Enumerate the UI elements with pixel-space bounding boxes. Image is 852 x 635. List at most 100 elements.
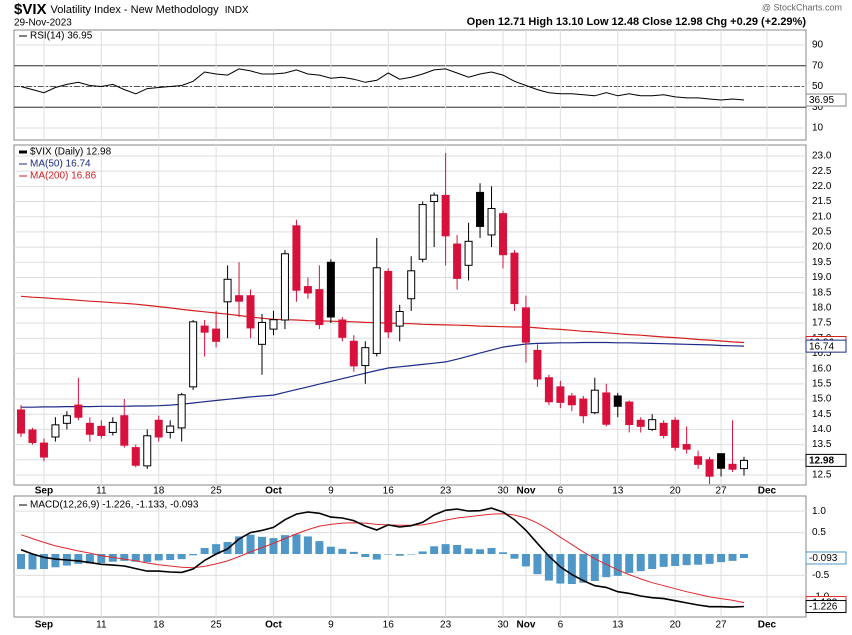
histogram-bar	[200, 548, 209, 554]
candle-body	[384, 270, 393, 333]
x-tick-label: Sep	[35, 486, 53, 497]
histogram-bar	[625, 554, 634, 573]
value-label: -0.093	[809, 553, 838, 564]
histogram-bar	[166, 554, 175, 560]
legend-entry: MA(200) 16.86	[30, 171, 97, 182]
candle-body	[258, 321, 266, 345]
x-tick-label: Nov	[516, 486, 535, 497]
x-tick-label: 16	[383, 620, 395, 631]
y-tick-label: -0.5	[812, 570, 830, 581]
candle-body	[705, 459, 714, 477]
candle-body	[246, 295, 255, 329]
y-tick-label: 15.5	[812, 378, 832, 389]
legend-entry: MA(50) 16.74	[30, 159, 91, 170]
grid	[14, 30, 806, 617]
y-tick-label: 13.5	[812, 439, 832, 450]
histogram-bar	[177, 554, 186, 560]
histogram-bar	[648, 554, 657, 569]
histogram-bar	[338, 548, 347, 554]
candle-body	[567, 395, 576, 406]
histogram-bar	[487, 548, 496, 554]
y-tick-label: 30	[812, 102, 824, 113]
source: @ StockCharts.com	[762, 2, 842, 12]
histogram-bar	[292, 534, 301, 554]
macd-line	[20, 507, 745, 608]
x-tick-label: 18	[153, 486, 165, 497]
candle-body	[166, 425, 175, 433]
candle-body	[177, 394, 186, 429]
x-tick-label: 25	[211, 486, 223, 497]
histogram-bar	[441, 544, 450, 554]
candle-body	[407, 270, 416, 300]
x-tick-label: Oct	[265, 620, 282, 631]
histogram-bar	[590, 554, 599, 581]
candle-body	[613, 395, 622, 407]
candle-body	[338, 319, 347, 338]
histogram-bar	[395, 554, 404, 556]
histogram-bar	[28, 554, 37, 570]
histogram-bar	[235, 536, 244, 554]
histogram-bar	[521, 554, 530, 567]
value-box	[805, 93, 847, 107]
x-tick-label: 20	[670, 486, 682, 497]
candle-body	[717, 453, 726, 469]
histogram-bar	[372, 554, 381, 560]
x-tick-label: 23	[440, 620, 452, 631]
x-tick-label: 20	[670, 620, 682, 631]
histogram-bar	[85, 554, 94, 564]
header-title: $VIX Volatility Index - New Methodology IN…	[14, 1, 249, 18]
candle-body	[315, 289, 324, 326]
y-tick-label: 19.5	[812, 257, 832, 268]
histogram-bar	[717, 554, 726, 563]
x-tick-label: Nov	[516, 620, 535, 631]
x-tick-label: 30	[497, 620, 509, 631]
histogram-bar	[154, 554, 163, 561]
candle-body	[120, 415, 129, 446]
histogram-bar	[728, 554, 737, 561]
x-tick-label: 6	[558, 620, 564, 631]
rsi-legend: RSI(14) 36.95	[30, 31, 93, 42]
candle-body	[648, 419, 657, 430]
candle-body	[143, 435, 152, 467]
histogram-bar	[120, 554, 129, 561]
x-tick-label: 9	[328, 486, 334, 497]
candle-body	[235, 295, 244, 302]
candle-body	[671, 419, 680, 448]
histogram-bar	[74, 554, 83, 564]
y-tick-label: 18.5	[812, 287, 832, 298]
labels: 12.513.013.514.014.515.015.516.016.517.0…	[19, 40, 847, 631]
candle-body	[544, 377, 553, 403]
value-label: 36.95	[809, 95, 834, 106]
candle-body	[154, 419, 163, 438]
histogram-bar	[384, 554, 393, 555]
histogram-bar	[694, 554, 703, 565]
histogram-bar	[510, 554, 519, 559]
histogram-bar	[579, 554, 588, 583]
candle-body	[464, 240, 473, 266]
x-tick-label: 30	[497, 486, 509, 497]
histogram-bar	[269, 538, 278, 554]
histogram-bar	[418, 551, 427, 554]
price-panel	[13, 144, 807, 486]
y-tick-label: 22.5	[812, 166, 832, 177]
x-tick-label: 13	[612, 486, 624, 497]
y-tick-label: 16.0	[812, 363, 832, 374]
y-tick-label: 90	[812, 40, 824, 51]
candle-body	[487, 208, 496, 236]
y-tick-label: 20.0	[812, 242, 832, 253]
candle-body	[85, 422, 94, 435]
x-tick-label: Dec	[758, 486, 777, 497]
y-tick-label: 21.0	[812, 211, 832, 222]
value-label: 16.74	[809, 341, 834, 352]
y-tick-label: 18.0	[812, 303, 832, 314]
histogram-bar	[430, 546, 439, 554]
candle-body	[28, 429, 37, 443]
x-tick-label: Sep	[35, 620, 53, 631]
y-tick-label: 50	[812, 81, 824, 92]
histogram-bar	[189, 554, 198, 556]
candle-body	[441, 194, 450, 237]
candle-body	[131, 447, 140, 466]
histogram-bar	[705, 554, 714, 564]
candle-body	[694, 456, 703, 465]
candle-body	[372, 267, 381, 354]
